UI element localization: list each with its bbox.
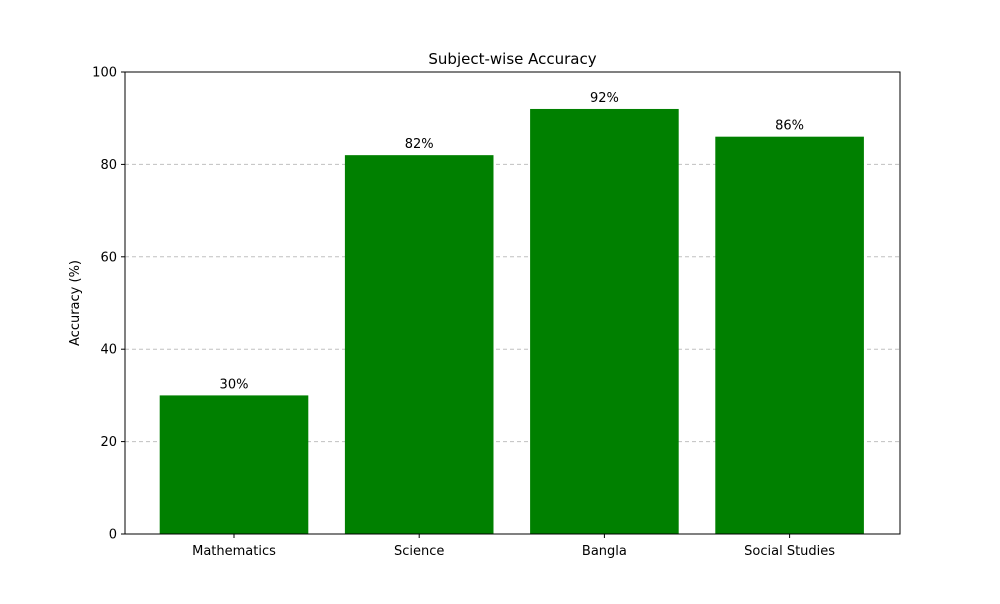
bar-value-label: 30% [220, 377, 249, 392]
y-tick-label: 80 [100, 158, 117, 173]
plot-frame [124, 71, 901, 535]
y-tick-label: 40 [100, 343, 117, 358]
chart-title: Subject-wise Accuracy [428, 50, 596, 68]
y-axis-label: Accuracy (%) [68, 260, 83, 346]
x-tick-label: Bangla [582, 544, 627, 559]
x-tick-label: Mathematics [192, 544, 276, 559]
bar-value-label: 86% [775, 119, 804, 134]
bar [715, 136, 864, 534]
bar-value-label: 82% [405, 137, 434, 152]
y-axis-ticks: 0 20 40 60 80 100 [92, 66, 125, 543]
bar [530, 108, 679, 535]
x-tick-label: Science [394, 544, 444, 559]
y-tick-label: 100 [92, 66, 117, 81]
y-tick-label: 60 [100, 250, 117, 265]
bar-value-label: 92% [590, 91, 619, 106]
x-tick-label: Social Studies [744, 544, 835, 559]
bars [159, 108, 864, 535]
y-tick-label: 0 [109, 528, 117, 543]
y-tick-label: 20 [100, 435, 117, 450]
data-labels: 30% 82% 92% 86% [220, 91, 805, 392]
x-axis-ticks: Mathematics Science Bangla Social Studies [192, 534, 835, 559]
bar [159, 395, 309, 534]
bar [344, 155, 494, 534]
